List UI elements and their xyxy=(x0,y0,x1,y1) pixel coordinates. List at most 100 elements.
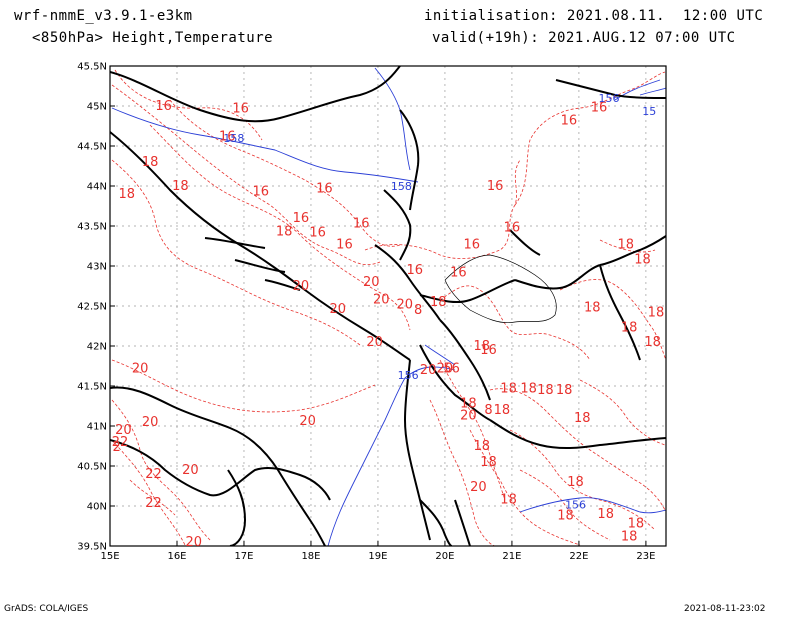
model-title: wrf-nmmE_v3.9.1-e3km xyxy=(14,8,193,24)
lat-tick-label: 44.5N xyxy=(77,142,107,153)
lat-tick-label: 43.5N xyxy=(77,222,107,233)
lat-tick-label: 41N xyxy=(87,422,107,433)
temperature-contour-label: 18 xyxy=(537,383,554,398)
temperature-contour-label: 18 xyxy=(618,237,635,252)
initialisation-time: initialisation: 2021.08.11. 12:00 UTC xyxy=(424,8,764,24)
footer-timestamp: 2021-08-11-23:02 xyxy=(684,604,766,614)
footer-credit: GrADS: COLA/IGES xyxy=(4,604,89,614)
temperature-contour-label: 16 xyxy=(480,343,497,358)
height-contour-label: 156 xyxy=(599,92,620,105)
lat-tick-label: 42N xyxy=(87,342,107,353)
lon-tick-label: 15E xyxy=(100,551,119,562)
temperature-contour-label: 18 xyxy=(584,301,601,316)
admin-borders xyxy=(444,254,557,324)
temperature-contour-label: 18 xyxy=(567,475,584,490)
temperature-contour-label: 16 xyxy=(155,99,172,114)
temperature-contour-label: 20 xyxy=(182,463,199,478)
temperature-contour-label: 16 xyxy=(336,237,353,252)
lat-tick-label: 40.5N xyxy=(77,462,107,473)
temperature-contour-label: 18 xyxy=(474,339,491,354)
lat-tick-label: 43N xyxy=(87,262,107,273)
temperature-contour-label: 20 xyxy=(420,363,437,378)
temperature-contour-label: 18 xyxy=(460,397,477,412)
lon-tick-label: 23E xyxy=(636,551,655,562)
temperature-contour-label: 20 xyxy=(132,361,149,376)
temperature-contour-label: 18 xyxy=(142,155,159,170)
temperature-contour-label: 18 xyxy=(556,383,573,398)
temperature-contour-label: 20 xyxy=(142,415,159,430)
temperature-contour-label: 16 xyxy=(463,237,480,252)
temperature-contour-label: 16 xyxy=(219,129,236,144)
lon-tick-label: 20E xyxy=(435,551,454,562)
temperature-contours xyxy=(111,69,666,546)
temperature-contour-label: 8 xyxy=(484,403,492,418)
temperature-contour-label: 20 xyxy=(470,480,487,495)
temperature-contour-label: 20 xyxy=(329,302,346,317)
temperature-contour-label: 20 xyxy=(115,423,132,438)
lon-tick-label: 21E xyxy=(502,551,521,562)
temperature-contour-label: 18 xyxy=(557,509,574,524)
temperature-contour-label: 18 xyxy=(628,517,645,532)
temperature-contour-label: 16 xyxy=(293,211,310,226)
height-labels: 156 15 158 158 156 156 xyxy=(223,92,656,511)
temperature-contour-label: 16 xyxy=(252,185,269,200)
lon-tick-label: 16E xyxy=(167,551,186,562)
temperature-contour-label: 18 xyxy=(474,439,491,454)
temperature-contour-label: 18 xyxy=(644,335,661,350)
temperature-contour-label: 16 xyxy=(316,181,333,196)
temperature-contour-label: 20 xyxy=(373,293,390,308)
temperature-contour-label: 20 xyxy=(363,275,380,290)
lat-tick-label: 45.5N xyxy=(77,62,107,73)
temperature-contour-label: 16 xyxy=(309,225,326,240)
temperature-contour-label: 2 xyxy=(113,440,121,455)
height-contour-label: 15 xyxy=(642,105,656,118)
temperature-contour-label: 20 xyxy=(185,535,202,550)
coastlines xyxy=(110,66,666,546)
temperature-contour-label: 18 xyxy=(648,305,665,320)
temperature-contour-label: 16 xyxy=(591,101,608,116)
temperature-contour-label: 18 xyxy=(520,381,537,396)
temperature-contour-label: 16 xyxy=(504,221,521,236)
temperature-contour-label: 18 xyxy=(574,411,591,426)
longitude-tick-labels: 15E 16E 17E 18E 19E 20E 21E 22E 23E xyxy=(100,541,655,562)
temperature-contour-label: 22 xyxy=(145,496,162,511)
temperature-contour-label: 16 xyxy=(353,217,370,232)
temperature-contour-label: 18 xyxy=(621,321,638,336)
temperature-contour-label: 20 xyxy=(437,361,454,376)
valid-time: valid(+19h): 2021.AUG.12 07:00 UTC xyxy=(432,30,736,46)
temperature-contour-label: 18 xyxy=(597,507,614,522)
temperature-contour-label: 18 xyxy=(172,179,189,194)
temperature-contour-label: 20 xyxy=(396,297,413,312)
temperature-contour-label: 22 xyxy=(145,467,162,482)
lon-tick-label: 19E xyxy=(368,551,387,562)
temperature-contour-label: 8 xyxy=(414,303,422,318)
temperature-contour-label: 20 xyxy=(460,409,477,424)
lon-tick-label: 17E xyxy=(234,551,253,562)
temperature-contour-label: 22 xyxy=(112,435,129,450)
height-contour-label: 156 xyxy=(565,498,586,511)
lat-tick-label: 44N xyxy=(87,182,107,193)
temperature-contour-label: 16 xyxy=(450,265,467,280)
temperature-contour-label: 18 xyxy=(276,225,293,240)
temperature-contour-label: 18 xyxy=(500,493,517,508)
lat-tick-label: 41.5N xyxy=(77,382,107,393)
temperature-contour-label: 18 xyxy=(634,253,651,268)
temperature-contour-label: 16 xyxy=(232,101,249,116)
temperature-contour-label: 18 xyxy=(430,295,447,310)
variables-title: <850hPa> Height,Temperature xyxy=(32,30,274,46)
height-contour-label: 158 xyxy=(391,180,412,193)
lat-tick-label: 45N xyxy=(87,102,107,113)
temperature-contour-label: 20 xyxy=(366,335,383,350)
latitude-tick-labels: 45.5N 45N 44.5N 44N 43.5N 43N 42.5N 42N 41.5N 41N… xyxy=(77,62,115,553)
temperature-contour-label: 16 xyxy=(487,179,504,194)
height-contour-label: 156 xyxy=(398,369,419,382)
temperature-contour-label: 18 xyxy=(500,381,517,396)
temperature-contour-label: 16 xyxy=(407,263,424,278)
lon-tick-label: 18E xyxy=(301,551,320,562)
temperature-contour-label: 20 xyxy=(299,414,316,429)
lat-tick-label: 40N xyxy=(87,502,107,513)
temperature-contour-label: 20 xyxy=(293,279,310,294)
temperature-contour-label: 16 xyxy=(561,113,578,128)
